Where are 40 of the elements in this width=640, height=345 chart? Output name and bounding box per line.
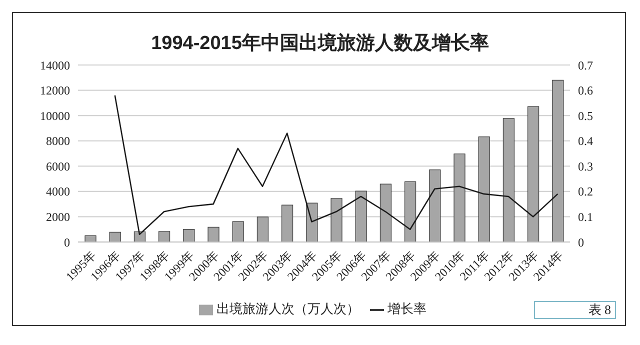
bar: [282, 204, 294, 242]
y2-tick-label: 0.7: [578, 58, 593, 72]
bar: [232, 221, 244, 242]
chart-title: 1994-2015年中国出境旅游人数及增长率: [150, 32, 490, 56]
bar: [109, 232, 121, 242]
bar: [330, 198, 342, 242]
y-tick-label: 0: [64, 235, 70, 250]
y2-tick-label: 0.5: [578, 108, 593, 123]
bar: [158, 231, 170, 242]
bar: [380, 184, 392, 242]
line-series: [114, 94, 558, 236]
bar: [528, 106, 540, 242]
bar: [404, 181, 416, 242]
y2-tick-label: 0.2: [578, 184, 593, 199]
bar: [429, 170, 441, 242]
y2-tick-label: 0.3: [578, 159, 593, 174]
bar: [478, 136, 490, 242]
legend-label: 出境旅游人次（万人次）: [216, 301, 360, 316]
y-tick-label: 2000: [46, 210, 70, 224]
bar: [355, 190, 367, 242]
y-tick-label: 8000: [46, 134, 70, 148]
y-tick-label: 14000: [40, 58, 70, 72]
bar: [454, 154, 466, 242]
bar: [84, 235, 96, 242]
y-tick-label: 12000: [40, 84, 70, 98]
bar: [552, 80, 564, 242]
y-tick-label: 4000: [46, 184, 70, 199]
y2-tick-label: 0.6: [578, 84, 593, 98]
y2-tick-label: 0.1: [578, 210, 593, 224]
bar: [256, 216, 268, 242]
y-tick-label: 6000: [46, 159, 70, 174]
y-tick-label: 10000: [40, 108, 70, 123]
y2-tick-label: 0.4: [578, 134, 593, 148]
text: 表 8: [534, 301, 616, 319]
legend-label: 增长率: [388, 301, 426, 316]
bar: [183, 229, 195, 242]
bar: [208, 226, 220, 242]
bar: [306, 202, 318, 242]
y2-tick-label: 0: [578, 235, 584, 250]
bar: [502, 118, 514, 242]
